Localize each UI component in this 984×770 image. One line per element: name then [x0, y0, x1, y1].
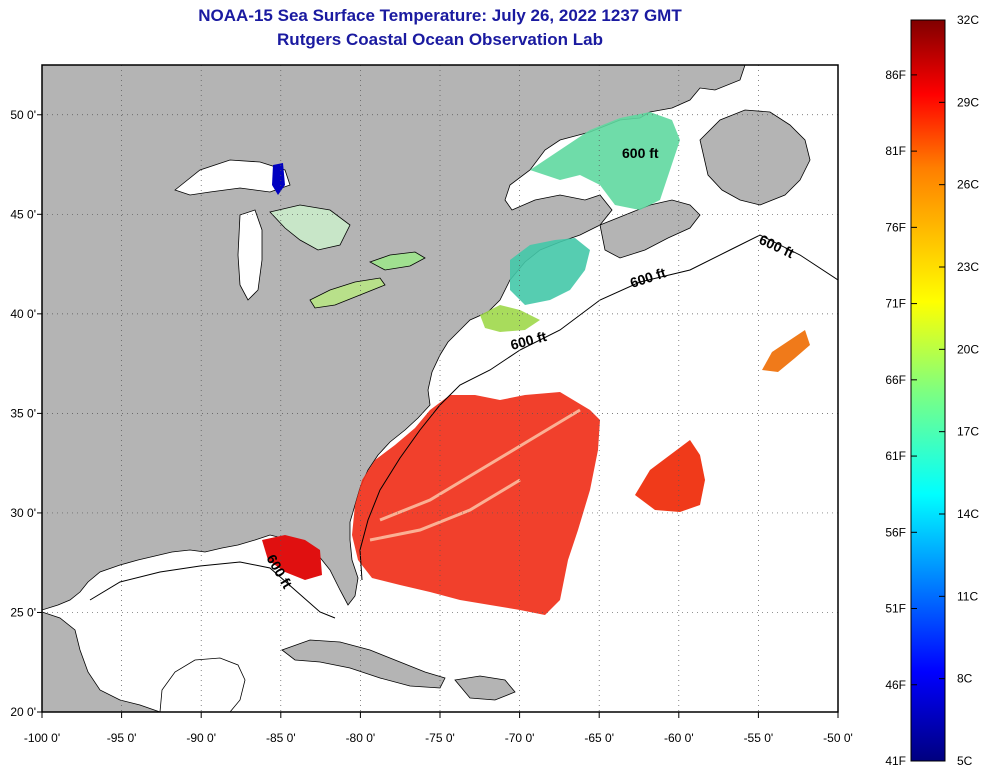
x-tick-label: -60 0'	[664, 731, 694, 745]
colorbar-celsius-label: 8C	[957, 672, 973, 686]
colorbar-celsius-label: 17C	[957, 425, 979, 439]
colorbar-celsius-label: 26C	[957, 178, 979, 192]
lake-erie	[309, 277, 386, 309]
x-tick-label: -80 0'	[346, 731, 376, 745]
y-tick-label: 30 0'	[10, 506, 36, 520]
colorbar-fahrenheit-label: 86F	[885, 68, 906, 82]
colorbar-fahrenheit-label: 51F	[885, 602, 906, 616]
y-tick-label: 40 0'	[10, 307, 36, 321]
colorbar-celsius-label: 32C	[957, 13, 979, 27]
depth-contour-600ft	[519, 234, 838, 351]
sst-gulf-of-mexico	[262, 535, 322, 580]
map-subtitle: Rutgers Coastal Ocean Observation Lab	[277, 30, 603, 49]
land-yucatan	[159, 657, 246, 712]
x-tick-label: -95 0'	[107, 731, 137, 745]
colorbar-fahrenheit-label: 66F	[885, 373, 906, 387]
sst-offshore-patch-2	[762, 330, 810, 372]
lake-superior	[174, 159, 291, 196]
depth-contour-600ft-gulf	[89, 561, 336, 619]
depth-contour-600ft-se	[359, 349, 521, 581]
colorbar-fahrenheit-label: 41F	[885, 754, 906, 768]
x-tick-label: -65 0'	[584, 731, 614, 745]
x-tick-label: -55 0'	[744, 731, 774, 745]
x-tick-label: -100 0'	[24, 731, 60, 745]
colorbar-celsius-labels: 32C 29C 26C 23C 20C 17C 14C 11C 8C 5C	[957, 13, 979, 768]
land-hispaniola	[454, 675, 516, 701]
sst-new-england-shelf	[480, 305, 540, 332]
contour-label: 600 ft	[622, 145, 659, 161]
colorbar-celsius-label: 11C	[957, 589, 978, 603]
longitude-axis: -100 0' -95 0' -90 0' -85 0' -80 0' -75 0' -70…	[24, 712, 853, 745]
x-tick-label: -75 0'	[425, 731, 455, 745]
sst-gulf-of-maine	[510, 238, 590, 305]
colorbar-celsius-label: 20C	[957, 342, 979, 356]
colorbar-fahrenheit-label: 46F	[885, 678, 906, 692]
sst-gulf-st-lawrence	[530, 112, 680, 210]
colorbar-celsius-label: 14C	[957, 507, 979, 521]
colorbar-fahrenheit-label: 76F	[885, 220, 906, 234]
colorbar-fahrenheit-label: 81F	[885, 144, 906, 158]
y-tick-label: 50 0'	[10, 108, 36, 122]
y-tick-label: 45 0'	[10, 207, 36, 221]
colorbar-celsius-label: 29C	[957, 95, 979, 109]
sst-streaks	[369, 408, 581, 542]
lake-ontario	[369, 251, 426, 271]
land-cuba	[281, 639, 446, 689]
sst-gulf-stream	[352, 392, 600, 615]
colorbar-celsius-label: 23C	[957, 260, 979, 274]
colorbar-fahrenheit-labels: 86F 81F 76F 71F 66F 61F 56F 51F 46F 41F	[885, 68, 906, 768]
colorbar-fahrenheit-label: 71F	[885, 297, 906, 311]
sst-offshore-patch-1	[635, 440, 705, 512]
land-mexico	[42, 611, 161, 712]
x-tick-label: -70 0'	[505, 731, 535, 745]
lake-huron	[269, 204, 351, 251]
colorbar-celsius-label: 5C	[957, 754, 973, 768]
colorbar-fahrenheit-label: 56F	[885, 525, 906, 539]
x-tick-label: -85 0'	[266, 731, 296, 745]
colorbar-ticks	[911, 19, 945, 762]
land-newfoundland	[699, 109, 811, 206]
colorbar-fahrenheit-label: 61F	[885, 449, 906, 463]
sst-lake-nipigon	[272, 163, 285, 195]
x-tick-label: -50 0'	[823, 731, 853, 745]
y-tick-label: 25 0'	[10, 605, 36, 619]
x-tick-label: -90 0'	[186, 731, 216, 745]
land-north-america	[42, 65, 746, 611]
colorbar	[910, 19, 946, 762]
map-title: NOAA-15 Sea Surface Temperature: July 26…	[198, 6, 682, 25]
latitude-axis: 50 0' 45 0' 40 0' 35 0' 30 0' 25 0' 20 0'	[10, 108, 42, 719]
y-tick-label: 35 0'	[10, 406, 36, 420]
y-tick-label: 20 0'	[10, 705, 36, 719]
lake-michigan	[237, 209, 263, 301]
